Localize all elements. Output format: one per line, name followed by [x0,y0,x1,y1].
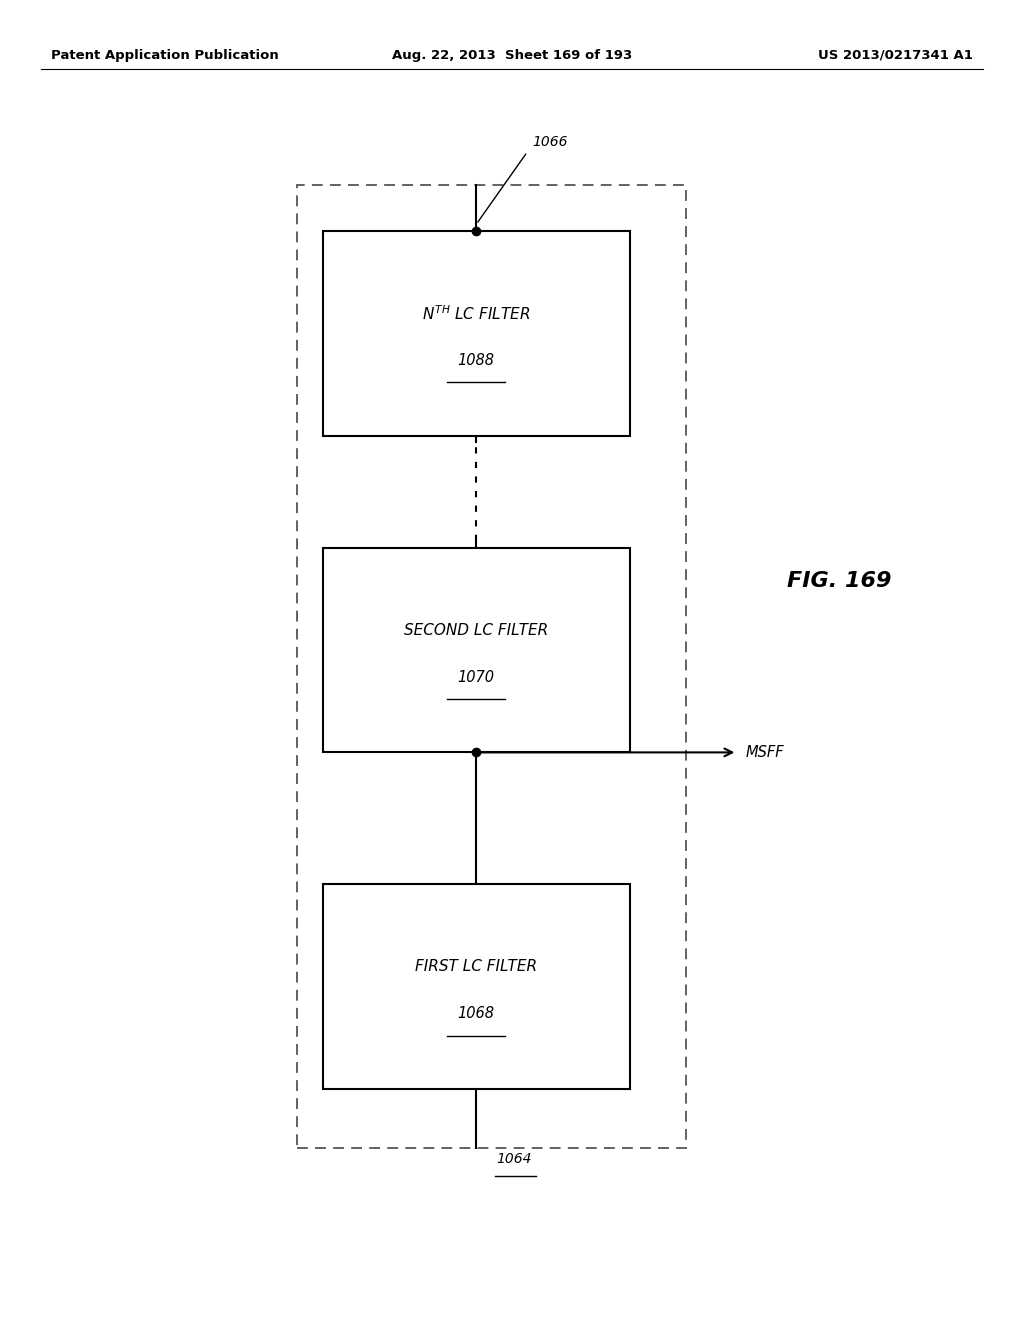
Text: 1068: 1068 [458,1006,495,1022]
Text: 1088: 1088 [458,352,495,368]
Text: 1066: 1066 [532,135,568,149]
Text: US 2013/0217341 A1: US 2013/0217341 A1 [818,49,973,62]
Bar [323,231,630,436]
Bar [323,548,630,752]
Text: SECOND LC FILTER: SECOND LC FILTER [404,623,548,638]
Text: FIG. 169: FIG. 169 [787,570,892,591]
Text: FIRST LC FILTER: FIRST LC FILTER [415,960,538,974]
Text: Aug. 22, 2013  Sheet 169 of 193: Aug. 22, 2013 Sheet 169 of 193 [392,49,632,62]
Bar [297,185,686,1148]
Text: 1070: 1070 [458,671,495,685]
Text: 1064: 1064 [497,1152,532,1167]
Text: MSFF: MSFF [745,744,784,760]
Text: Patent Application Publication: Patent Application Publication [51,49,279,62]
Bar [323,884,630,1089]
Text: $N^{\mathregular{TH}}$ LC FILTER: $N^{\mathregular{TH}}$ LC FILTER [422,304,530,323]
